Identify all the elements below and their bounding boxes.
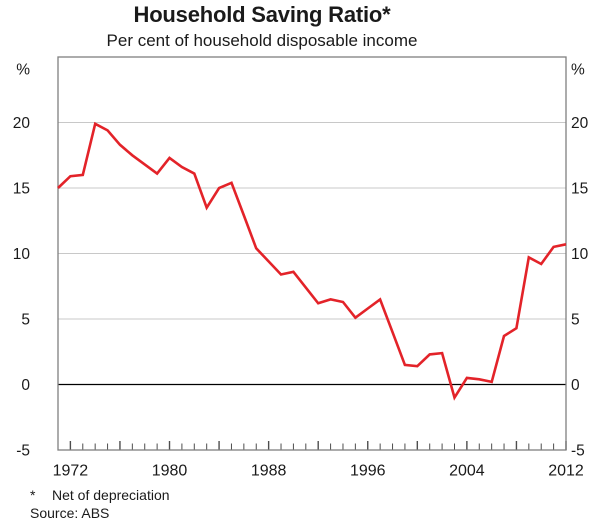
y-axis-label-left-5: 5 [21, 311, 30, 328]
plot-border [57, 56, 567, 451]
footnote: * Net of depreciation [30, 487, 170, 503]
chart-title: Household Saving Ratio* [133, 2, 391, 27]
y-axis-label-right--5: -5 [571, 442, 585, 459]
footnote-text: Net of depreciation [52, 487, 170, 503]
y-axis-label-right-20: 20 [571, 115, 589, 132]
y-axis-label-right-15: 15 [571, 180, 588, 197]
x-axis-label-1972: 1972 [53, 463, 89, 480]
y-axis-unit-right: % [571, 61, 585, 78]
x-axis-label-2004: 2004 [449, 463, 485, 480]
y-axis-label-right-5: 5 [571, 311, 580, 328]
y-axis-label-right-0: 0 [571, 377, 580, 394]
y-axis-label-left-15: 15 [13, 180, 30, 197]
y-axis-label-right-10: 10 [571, 246, 589, 263]
x-axis-label-1980: 1980 [152, 463, 188, 480]
x-axis-label-1988: 1988 [251, 463, 287, 480]
chart-subtitle: Per cent of household disposable income [106, 31, 418, 50]
y-axis-label-left--5: -5 [16, 442, 30, 459]
y-axis-unit-left: % [16, 61, 30, 78]
saving-ratio-line [57, 121, 567, 401]
y-axis-label-left-10: 10 [13, 246, 31, 263]
y-axis-label-left-20: 20 [13, 115, 31, 132]
footnote-marker: * [30, 487, 36, 503]
x-axis-label-2012: 2012 [548, 463, 584, 480]
x-axis-label-1996: 1996 [350, 463, 386, 480]
source-text: Source: ABS [30, 505, 110, 521]
y-axis-label-left-0: 0 [21, 377, 30, 394]
